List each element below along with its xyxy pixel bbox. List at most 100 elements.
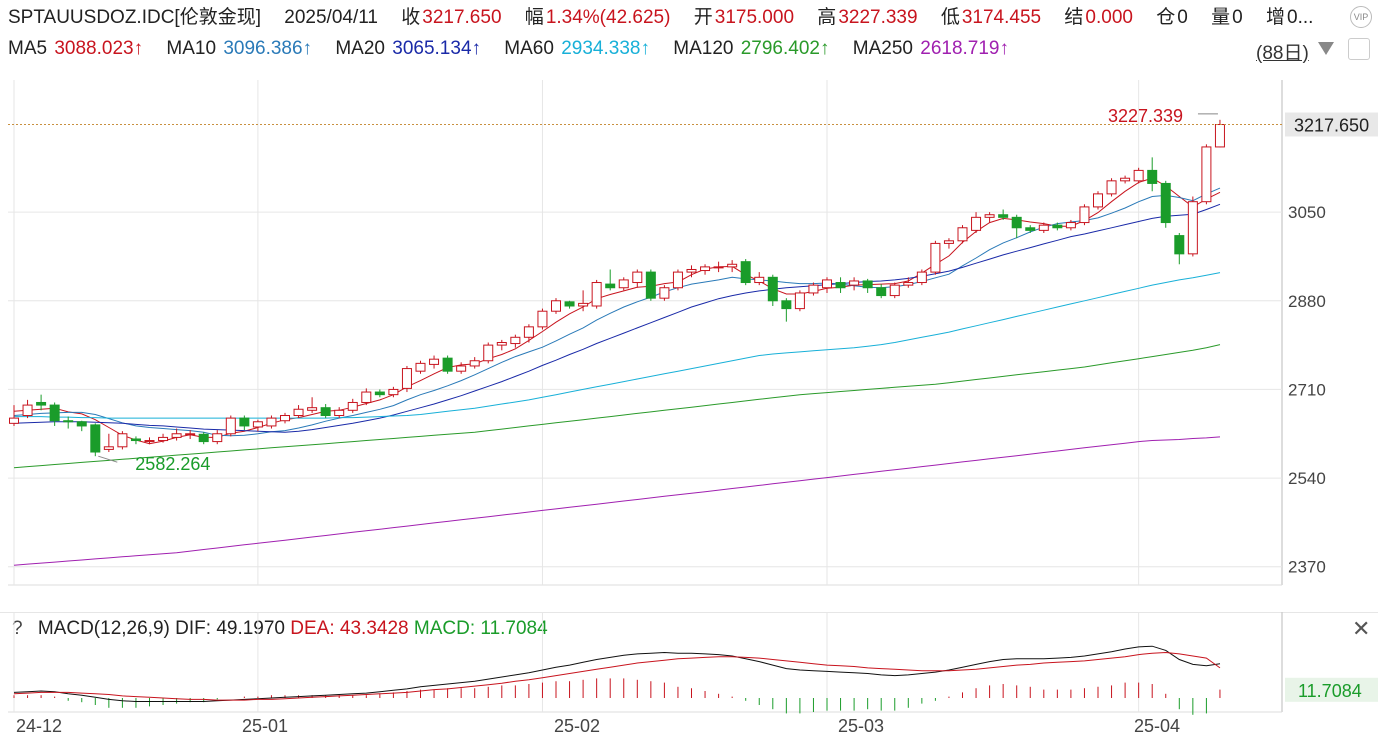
dea-value: 43.3428 [339,618,409,639]
low-annotation: 2582.264 [135,454,210,474]
candle [456,362,467,374]
candle-body [537,310,548,328]
candle [1065,219,1076,231]
candle [1025,225,1036,233]
vol-value: 0 [1232,7,1243,28]
candle [483,342,494,364]
candle-body [930,242,941,273]
inc-label: 增 [1265,7,1285,28]
candle-body [130,438,141,442]
macd-chart[interactable]: 11.7084 [0,612,1378,745]
candle-body [388,388,399,396]
settle-value: 0.000 [1085,7,1133,28]
candle-body [347,401,358,411]
period-selector[interactable]: (88日) [1256,43,1309,64]
candle [700,264,711,275]
candle-body [713,266,724,269]
candle-body [1011,216,1022,229]
candle-body [280,415,290,422]
candle [998,209,1009,220]
candle [686,265,697,278]
close-label: 收 [401,7,421,28]
candle [1120,175,1131,184]
candle [659,285,670,301]
inc-value: 0... [1287,7,1314,28]
candle-body [835,282,846,289]
candle-body [822,279,832,289]
candle [1160,180,1171,228]
candle-body [943,240,954,244]
candle [835,277,846,293]
candle-body [686,268,697,273]
candle [943,238,954,249]
candle-body [754,276,765,284]
candle [388,386,399,398]
candle-body [429,358,440,365]
candle [889,282,900,299]
candle [334,407,345,419]
y-tick-label: 3050 [1288,203,1326,222]
candle [1147,157,1158,192]
candle-body [645,271,656,299]
ma120-label: MA120 [673,38,734,59]
candle [49,402,60,426]
candle-body [632,271,643,284]
candle [740,259,751,286]
low-label: 低 [940,7,960,28]
ma250-value: 2618.719↑ [920,38,1009,59]
candle [510,334,521,348]
candle [293,405,304,419]
candle-body [1174,235,1185,255]
candle [1174,232,1185,265]
close-value: 3217.650 [422,7,502,28]
candle [266,415,277,429]
candle-body [998,214,1009,218]
candle [564,300,575,309]
candle-body [510,336,521,345]
change-label: 幅 [524,7,544,28]
candle-body [1120,177,1131,182]
candle-body [984,214,995,218]
candle-body [483,344,494,362]
candle [212,430,223,445]
symbol-title: SPTAUUSDOZ.IDC[伦敦金现] [8,7,261,28]
candle [496,339,507,351]
ma10-value: 3096.386↑ [223,38,313,59]
help-icon[interactable]: ? [12,618,23,639]
candle-body [727,263,738,268]
candle-body [361,391,372,403]
macd-header: ? MACD(12,26,9) DIF: 49.1970 DEA: 43.342… [12,618,548,640]
candle [76,420,87,432]
close-icon[interactable]: ✕ [1352,616,1371,641]
candle-body [1093,193,1103,208]
ma-header: MA5 3088.023↑ MA10 3096.386↑ MA20 3065.1… [8,37,1011,61]
change-value: 1.34%(42.625) [545,7,671,28]
candle [537,308,548,330]
candle-body [862,280,873,289]
low-value: 3174.455 [961,7,1042,28]
candle-body [1038,224,1049,231]
y-tick-label: 2370 [1288,558,1326,577]
ma-line-ma20 [13,203,1221,433]
vol-label: 量 [1211,7,1231,28]
price-chart[interactable]: 2370 2540 2710 2880 3050 3217.650 3227.339 2582… [0,80,1378,590]
macd-value: 11.7084 [480,618,548,639]
candle-body [456,365,467,372]
candle [754,272,765,286]
candle [36,394,47,411]
macd-title: MACD(12,26,9) [37,618,170,639]
candle-body [876,287,887,297]
y-tick-label: 2880 [1288,292,1326,311]
candle-body [415,362,426,372]
candle [171,428,182,441]
high-annotation: 3227.339 [1108,106,1183,126]
settings-icon[interactable] [1348,38,1370,60]
macd-tag: 11.7084 [1298,681,1362,701]
ma-line-ma60 [14,272,1221,419]
candle [605,269,616,291]
vip-icon[interactable]: VIP [1350,6,1372,28]
candle-body [36,401,47,406]
candle-body [469,360,480,367]
chevron-down-icon[interactable] [1318,42,1334,55]
open-value: 3175.000 [714,7,795,28]
